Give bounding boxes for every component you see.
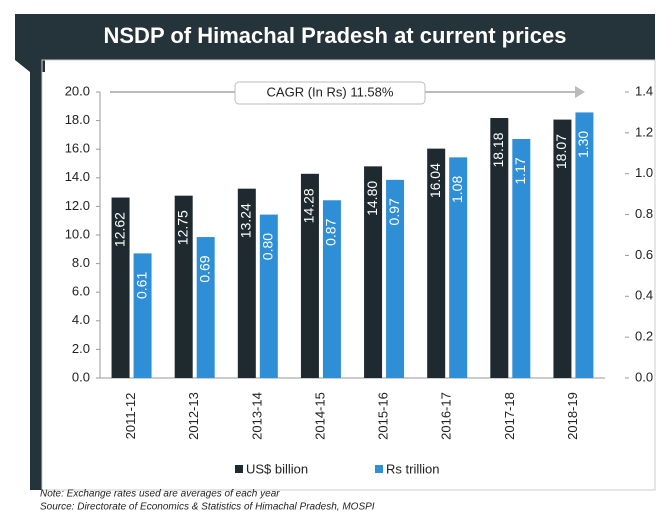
x-tick-label: 2015-16 [376,392,391,440]
value-label: 14.28 [301,188,317,223]
y-tick-label: 0.0 [72,369,90,384]
bar [449,157,468,378]
y-tick-label: 16.0 [65,141,90,156]
legend-label: Rs trillion [386,461,439,476]
bar [259,214,278,378]
note: Note: Exchange rates used are averages o… [40,489,280,500]
value-label: 0.87 [323,218,339,245]
y-tick-label: 2.0 [72,341,90,356]
x-tick-label: 2017-18 [502,392,517,440]
y-tick-label: 14.0 [65,169,90,184]
bar [300,173,319,378]
bar [174,195,193,378]
value-label: 1.30 [575,131,591,158]
y-tick-label: 20.0 [65,83,90,98]
bar [553,119,572,378]
y2-tick-label: 1.2 [635,124,653,139]
value-label: 0.97 [386,198,402,225]
bar [386,179,405,378]
x-tick-label: 2014-15 [312,392,327,440]
bar [364,166,383,378]
y2-tick-label: 0.0 [635,369,653,384]
value-label: 0.61 [133,272,149,299]
y-tick-label: 12.0 [65,198,90,213]
value-label: 12.62 [111,212,127,247]
value-label: 18.18 [490,132,506,167]
bar [512,138,531,378]
title-banner [15,14,655,60]
y-tick-label: 6.0 [72,284,90,299]
bar [575,112,594,378]
legend-swatch [235,465,243,473]
value-label: 16.04 [427,163,443,198]
arrow-head [575,86,585,98]
value-label: 0.69 [196,255,212,282]
value-label: 0.80 [260,233,276,260]
value-label: 1.17 [512,157,528,184]
x-tick-label: 2012-13 [186,392,201,440]
x-tick-label: 2013-14 [249,392,264,440]
bar [133,253,152,378]
value-label: 13.24 [238,203,254,238]
y2-tick-label: 1.4 [635,83,653,98]
bar [196,237,215,378]
y2-tick-label: 0.8 [635,206,653,221]
bar [322,200,341,378]
y2-tick-label: 0.6 [635,247,653,262]
y-tick-label: 8.0 [72,255,90,270]
bar [490,118,509,378]
y2-tick-label: 0.4 [635,288,653,303]
y2-tick-label: 1.0 [635,165,653,180]
y-tick-label: 18.0 [65,112,90,127]
y-tick-label: 4.0 [72,312,90,327]
left-stripe [30,60,42,490]
bar [237,188,256,378]
x-tick-label: 2011-12 [123,393,138,440]
x-tick-label: 2018-19 [565,392,580,440]
bar [111,197,130,378]
value-label: 1.08 [449,176,465,203]
frame [41,59,656,491]
chart-title: NSDP of Himachal Pradesh at current pric… [104,23,567,48]
bar [427,148,446,378]
x-tick-label: 2016-17 [439,392,454,440]
legend-swatch [375,465,383,473]
annotation-box [234,81,426,105]
legend-label: US$ billion [246,461,308,476]
value-label: 12.75 [174,210,190,245]
annotation: CAGR (In Rs) 11.58% [267,84,394,99]
y-tick-label: 10.0 [65,226,90,241]
value-label: 14.80 [364,181,380,216]
value-label: 18.07 [553,134,569,169]
source: Source: Directorate of Economics & Stati… [40,502,375,513]
y2-tick-label: 0.2 [635,329,653,344]
